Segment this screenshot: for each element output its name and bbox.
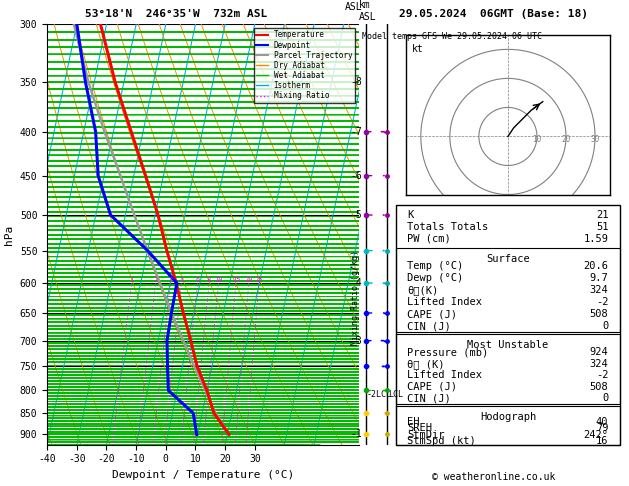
Text: 3: 3: [169, 277, 172, 283]
Text: 0: 0: [602, 393, 608, 403]
Text: θᴄ (K): θᴄ (K): [408, 359, 445, 369]
Text: -3: -3: [350, 336, 362, 346]
Text: 20: 20: [562, 135, 571, 144]
Text: -6: -6: [350, 171, 362, 181]
Text: StmSpd (kt): StmSpd (kt): [408, 436, 476, 447]
Text: -4: -4: [350, 278, 362, 288]
Text: © weatheronline.co.uk: © weatheronline.co.uk: [432, 472, 555, 482]
Text: 53°18'N  246°35'W  732m ASL: 53°18'N 246°35'W 732m ASL: [85, 9, 267, 19]
Text: 4: 4: [179, 277, 184, 283]
Text: Mixing Ratio (g/kg): Mixing Ratio (g/kg): [351, 250, 360, 345]
Text: Pressure (mb): Pressure (mb): [408, 347, 489, 357]
Text: 9.7: 9.7: [589, 273, 608, 283]
Text: 10: 10: [214, 277, 223, 283]
Text: Totals Totals: Totals Totals: [408, 222, 489, 232]
Text: km
ASL: km ASL: [345, 0, 362, 12]
Text: 40: 40: [596, 417, 608, 427]
Text: -2: -2: [596, 370, 608, 380]
Text: CAPE (J): CAPE (J): [408, 309, 457, 319]
Text: 21: 21: [596, 210, 608, 220]
X-axis label: Dewpoint / Temperature (°C): Dewpoint / Temperature (°C): [112, 470, 294, 480]
Text: 29.05.2024  06GMT (Base: 18): 29.05.2024 06GMT (Base: 18): [399, 9, 588, 19]
Text: km
ASL: km ASL: [359, 0, 377, 22]
Text: kt: kt: [412, 44, 424, 53]
Text: CAPE (J): CAPE (J): [408, 382, 457, 392]
Text: PW (cm): PW (cm): [408, 234, 451, 244]
Text: 1: 1: [130, 277, 134, 283]
Text: 508: 508: [589, 382, 608, 392]
Text: CIN (J): CIN (J): [408, 321, 451, 331]
Text: -8: -8: [350, 77, 362, 87]
Text: 16: 16: [596, 436, 608, 447]
Text: Lifted Index: Lifted Index: [408, 297, 482, 307]
Text: CIN (J): CIN (J): [408, 393, 451, 403]
Text: -2: -2: [596, 297, 608, 307]
Text: 30: 30: [591, 135, 599, 144]
Text: 79: 79: [596, 423, 608, 433]
Text: Surface: Surface: [486, 254, 530, 264]
Text: 51: 51: [596, 222, 608, 232]
Text: SREH: SREH: [408, 423, 432, 433]
Bar: [396, 406, 620, 445]
Text: Dewp (°C): Dewp (°C): [408, 273, 464, 283]
Text: K: K: [408, 210, 414, 220]
Text: StmDir: StmDir: [408, 430, 445, 440]
Text: LCL: LCL: [388, 390, 403, 399]
Text: -5: -5: [350, 210, 362, 220]
Text: θᴄ(K): θᴄ(K): [408, 285, 438, 295]
Text: Temp (°C): Temp (°C): [408, 261, 464, 271]
Text: 20: 20: [245, 277, 253, 283]
Text: 324: 324: [589, 285, 608, 295]
Text: 508: 508: [589, 309, 608, 319]
Text: Lifted Index: Lifted Index: [408, 370, 482, 380]
Text: 6: 6: [195, 277, 199, 283]
Legend: Temperature, Dewpoint, Parcel Trajectory, Dry Adiabat, Wet Adiabat, Isotherm, Mi: Temperature, Dewpoint, Parcel Trajectory…: [254, 28, 355, 103]
Text: Model temps GFS We 29.05.2024 06 UTC: Model temps GFS We 29.05.2024 06 UTC: [362, 33, 542, 41]
Bar: [396, 334, 620, 404]
Text: EH: EH: [408, 417, 420, 427]
Bar: [396, 248, 620, 332]
Text: 0: 0: [602, 321, 608, 331]
Text: 242°: 242°: [584, 430, 608, 440]
Text: -1: -1: [350, 430, 362, 439]
Text: 924: 924: [589, 347, 608, 357]
Text: 324: 324: [589, 359, 608, 369]
Text: 2: 2: [153, 277, 158, 283]
Text: 8: 8: [207, 277, 211, 283]
Text: 15: 15: [231, 277, 240, 283]
Text: -2LCL: -2LCL: [367, 390, 392, 399]
Text: 10: 10: [532, 135, 542, 144]
Text: 25: 25: [255, 277, 263, 283]
Text: 1.59: 1.59: [584, 234, 608, 244]
Text: Most Unstable: Most Unstable: [467, 341, 548, 350]
Text: Hodograph: Hodograph: [480, 412, 536, 422]
Text: 20.6: 20.6: [584, 261, 608, 271]
Y-axis label: hPa: hPa: [4, 225, 14, 244]
Text: -7: -7: [350, 127, 362, 137]
